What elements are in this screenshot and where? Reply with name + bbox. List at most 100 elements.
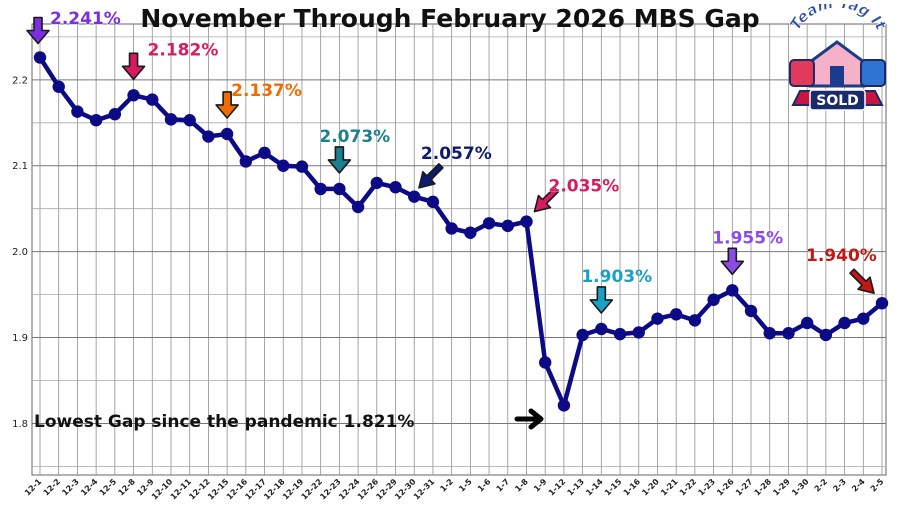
x-tick-label: 1-15 xyxy=(603,477,624,498)
data-point xyxy=(857,312,870,325)
data-point xyxy=(613,327,627,341)
data-point xyxy=(183,114,196,127)
down-arrow-icon xyxy=(121,52,146,81)
series-points xyxy=(33,51,889,412)
x-tick-label: 1-5 xyxy=(457,477,474,494)
x-tick-label: 2-5 xyxy=(869,477,886,494)
data-point xyxy=(688,314,702,327)
x-tick-label: 1-28 xyxy=(753,477,774,498)
lowest-gap-text: Lowest Gap since the pandemic 1.821% xyxy=(34,412,414,432)
annotation-label: 1.903% xyxy=(581,267,652,287)
diagonal-arrow-icon xyxy=(533,186,560,213)
x-tick-label: 1-8 xyxy=(513,477,530,494)
x-tick-label: 1-27 xyxy=(734,477,755,498)
x-tick-label: 1-2 xyxy=(438,477,455,494)
annotation: 2.057% xyxy=(418,144,492,189)
y-tick-label: 2.2 xyxy=(12,75,28,86)
data-point xyxy=(651,312,664,325)
data-point xyxy=(52,80,65,93)
annotation: 1.955% xyxy=(712,228,783,276)
data-point xyxy=(202,130,215,143)
diagonal-arrow-icon xyxy=(849,268,875,294)
series-line xyxy=(38,56,884,408)
annotation: 2.241% xyxy=(26,9,121,45)
y-tick-label: 2.1 xyxy=(12,161,28,172)
team-tag-it-logo: Team Tag It SOLD xyxy=(786,4,891,111)
data-point xyxy=(445,222,458,235)
down-arrow-icon xyxy=(589,286,614,314)
data-point xyxy=(351,200,365,214)
x-tick-label: 1-23 xyxy=(696,477,717,498)
data-point xyxy=(71,105,84,118)
x-tick-label: 1-30 xyxy=(790,477,811,498)
data-point xyxy=(127,89,140,102)
x-tick-label: 2-2 xyxy=(813,477,830,494)
x-tick-label: 12-8 xyxy=(116,477,137,498)
data-point xyxy=(164,113,178,126)
data-point xyxy=(482,217,496,230)
x-tick-label: 12-3 xyxy=(60,477,81,498)
x-tick-label: 2-3 xyxy=(831,477,848,494)
data-point xyxy=(520,215,533,228)
chart-title: November Through February 2026 MBS Gap xyxy=(140,4,760,33)
x-tick-label: 1-7 xyxy=(495,477,512,494)
annotation: 2.182% xyxy=(121,40,219,81)
right-arrow-icon xyxy=(514,408,544,430)
data-point xyxy=(370,176,383,190)
data-point xyxy=(576,328,589,342)
x-tick-label: 1-26 xyxy=(715,477,736,498)
x-tick-label: 1-6 xyxy=(476,477,493,494)
data-point xyxy=(707,293,720,306)
x-tick-label: 1-21 xyxy=(659,477,680,498)
x-tick-label: 1-22 xyxy=(678,477,699,498)
x-tick-label: 1-29 xyxy=(771,477,792,498)
x-tick-label: 2-4 xyxy=(850,477,867,494)
data-point xyxy=(333,182,346,196)
data-point xyxy=(557,399,571,412)
data-point xyxy=(314,182,327,196)
data-point xyxy=(33,51,47,64)
data-point xyxy=(239,155,253,168)
chart-grid xyxy=(31,23,887,476)
annotation: 2.137% xyxy=(215,81,302,119)
data-point xyxy=(258,146,271,160)
lowest-gap-note: Lowest Gap since the pandemic 1.821% xyxy=(34,408,544,432)
data-point xyxy=(426,195,440,209)
annotation-label: 2.035% xyxy=(548,177,619,197)
data-point xyxy=(277,159,290,172)
data-point xyxy=(501,219,514,233)
data-point xyxy=(838,316,851,330)
data-point xyxy=(669,308,683,321)
x-axis: 12-112-212-312-412-512-812-912-1012-1112… xyxy=(23,477,886,502)
data-point xyxy=(632,326,645,339)
data-point xyxy=(408,190,421,203)
y-axis: 1.8 1.9 2.0 2.1 2.2 xyxy=(12,75,28,430)
data-point xyxy=(782,327,795,340)
annotation-label: 2.241% xyxy=(50,9,121,29)
plot-frame xyxy=(31,23,887,476)
y-tick-label: 1.8 xyxy=(12,419,28,430)
down-arrow-icon xyxy=(215,91,239,119)
data-point xyxy=(800,316,814,330)
annotation-label: 2.182% xyxy=(148,40,219,60)
x-tick-label: 12-5 xyxy=(98,477,119,498)
data-point xyxy=(464,226,477,239)
annotation-label: 1.940% xyxy=(806,246,877,266)
data-point xyxy=(875,296,889,310)
x-tick-label: 1-13 xyxy=(566,477,587,498)
y-tick-label: 2.0 xyxy=(12,247,28,258)
data-point xyxy=(726,284,739,297)
x-tick-label: 1-16 xyxy=(622,477,643,498)
annotation: 2.073% xyxy=(319,127,390,174)
annotation-label: 2.137% xyxy=(231,81,302,101)
annotation-label: 2.073% xyxy=(319,127,390,147)
annotation-label: 1.955% xyxy=(712,228,783,248)
annotation: 2.035% xyxy=(533,176,620,213)
data-point xyxy=(744,304,758,318)
x-tick-label: 1-12 xyxy=(547,477,568,498)
down-arrow-icon xyxy=(26,16,50,45)
x-tick-label: 12-2 xyxy=(42,477,63,498)
annotation: 1.903% xyxy=(581,267,652,314)
data-point xyxy=(763,327,776,340)
down-arrow-icon xyxy=(720,247,745,276)
